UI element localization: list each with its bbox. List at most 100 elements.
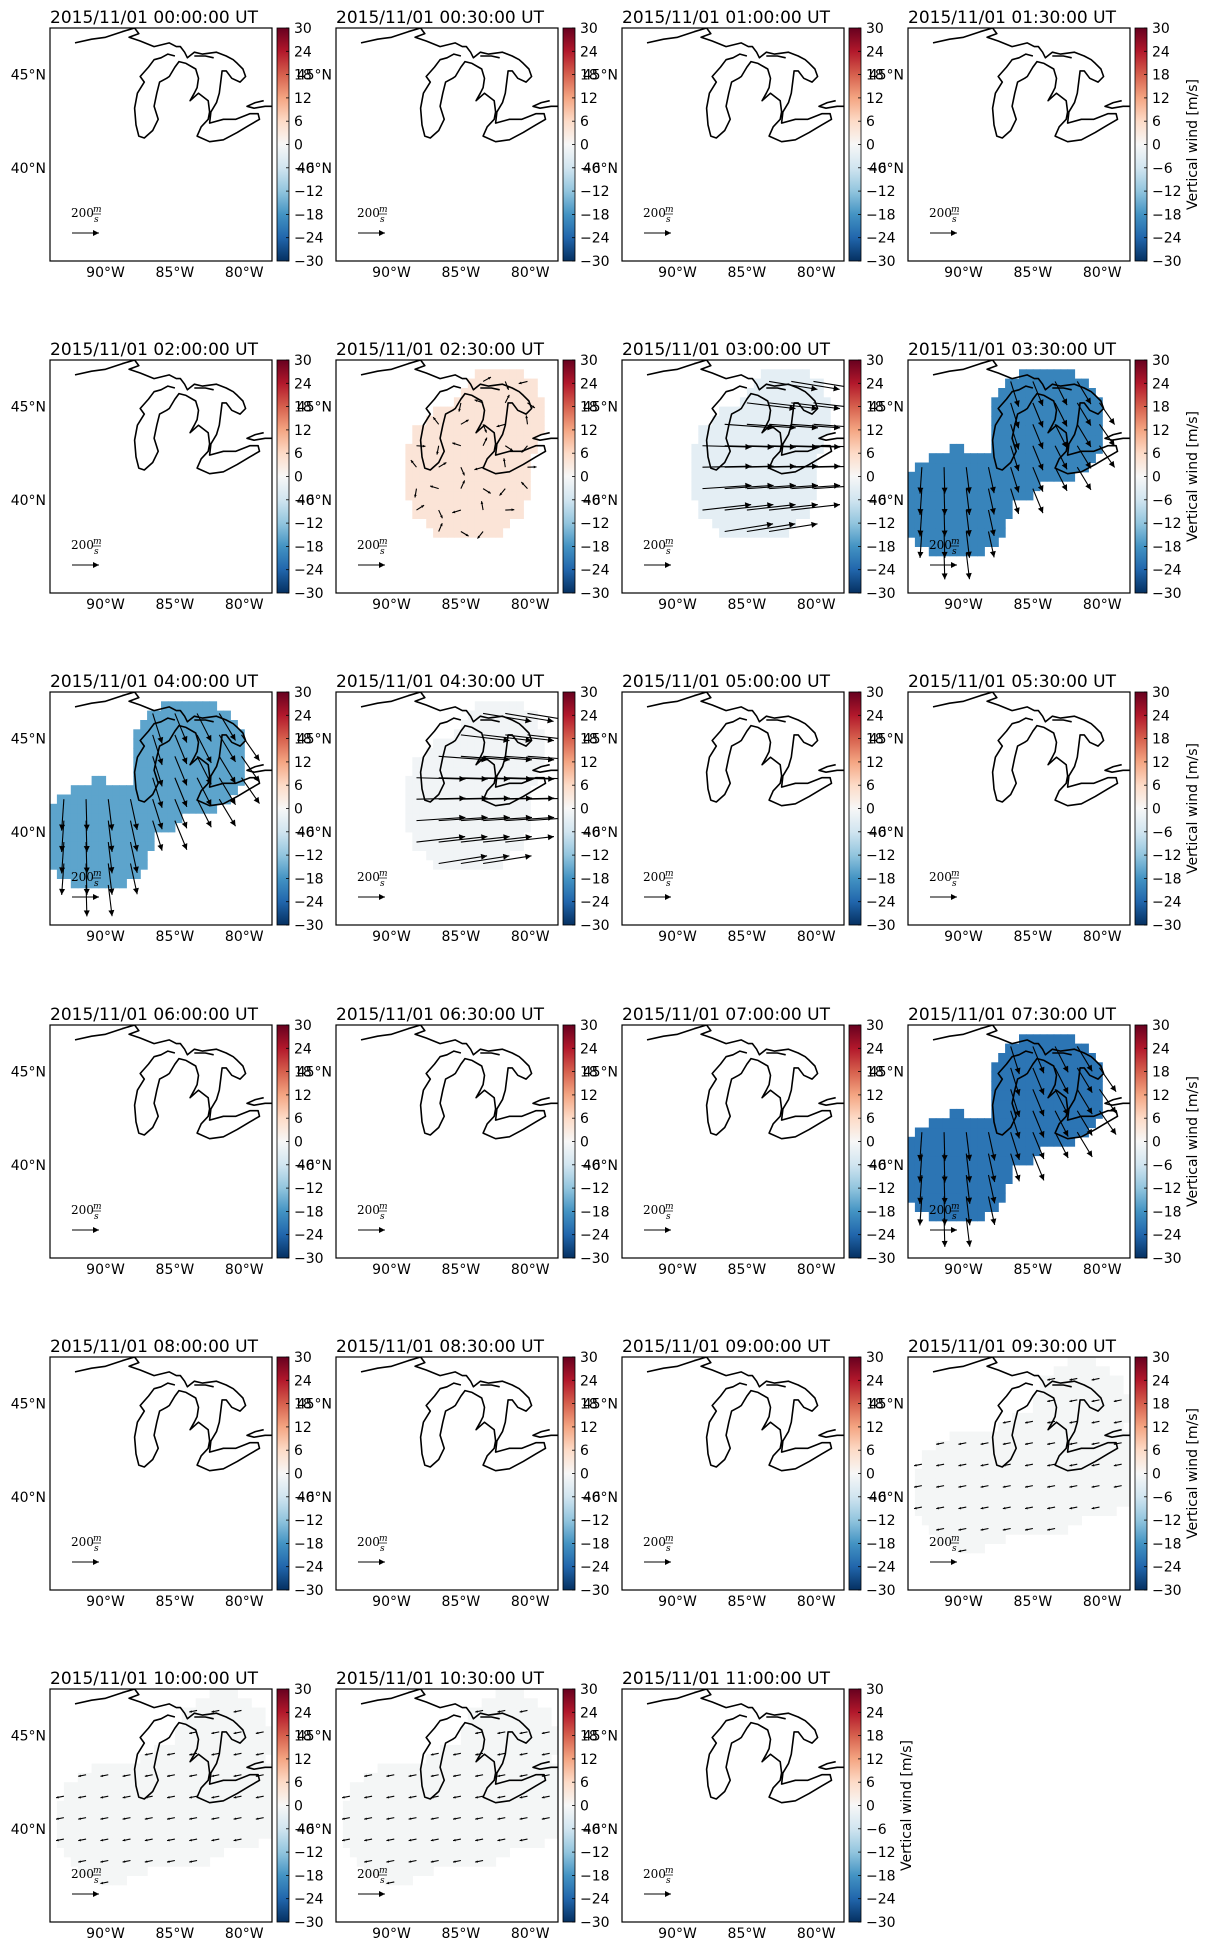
heatmap-cell (84, 1791, 93, 1802)
heatmap-cell (1109, 1450, 1117, 1461)
wind-vector (1024, 1420, 1033, 1424)
heatmap-cell (991, 499, 999, 510)
colorbar-tick-label: 24 (294, 1041, 312, 1057)
heatmap-cell (502, 425, 510, 436)
heatmap-cell (223, 1707, 231, 1718)
heatmap-cell (1088, 415, 1096, 426)
heatmap-cell (433, 1772, 441, 1783)
heatmap-cell (433, 471, 441, 482)
heatmap-cell (433, 1828, 441, 1839)
x-tick-label: 90°W (86, 929, 125, 945)
heatmap-cell (265, 1782, 272, 1793)
heatmap-cell (174, 775, 183, 786)
heatmap-cell (140, 785, 148, 796)
heatmap-cell (956, 481, 965, 492)
heatmap-cell (223, 1744, 231, 1755)
heatmap-cell (963, 1450, 971, 1461)
heatmap-cell (767, 378, 776, 389)
heatmap-cell (712, 518, 720, 529)
heatmap-cell (1005, 1155, 1013, 1166)
heatmap-cell (174, 1782, 183, 1793)
heatmap-cell (1088, 434, 1096, 445)
reference-unit-denominator: s (94, 879, 99, 889)
heatmap-cell (795, 415, 803, 426)
wind-vector (196, 713, 212, 742)
colorbar-tick-label: −18 (1152, 539, 1182, 555)
wind-vector (1076, 1110, 1093, 1136)
wind-vector (525, 415, 529, 425)
heatmap-cell (530, 1791, 538, 1802)
heatmap-cell (1005, 1478, 1013, 1489)
heatmap-cell (914, 1468, 923, 1479)
wind-vector (1113, 1420, 1122, 1424)
wind-vector (78, 1838, 87, 1842)
heatmap-cell (1005, 1174, 1013, 1184)
heatmap-cell (154, 813, 162, 824)
colorbar-tick-label: 18 (294, 732, 312, 748)
heatmap-cell (516, 729, 524, 740)
heatmap-cell (502, 1782, 510, 1793)
heatmap-cell (84, 869, 93, 879)
heatmap-cell (419, 1838, 427, 1848)
colorbar-tick-label: −18 (580, 1868, 610, 1884)
heatmap-cell (739, 434, 748, 445)
heatmap-cell (426, 766, 434, 777)
panel-title: 2015/11/01 06:00:00 UT (50, 1005, 259, 1025)
heatmap-cell (133, 859, 141, 870)
heatmap-cell (502, 1707, 510, 1718)
heatmap-cell (516, 1800, 524, 1811)
heatmap-cell (105, 785, 113, 796)
wind-vector (408, 1859, 417, 1863)
heatmap-cell (809, 406, 817, 417)
heatmap-cell (209, 1726, 218, 1737)
heatmap-cell (530, 710, 538, 721)
reference-unit-numerator: m (379, 1202, 388, 1212)
heatmap-cell (1095, 1366, 1103, 1377)
heatmap-cell (154, 803, 162, 814)
heatmap-cell (509, 1689, 517, 1699)
colorbar-tick-label: −6 (1152, 1490, 1173, 1506)
heatmap-cell (991, 490, 999, 501)
heatmap-cell (719, 527, 727, 538)
heatmap-cell (509, 425, 517, 436)
heatmap-cell (537, 1754, 545, 1765)
heatmap-cell (1046, 1496, 1055, 1507)
heatmap-cell (516, 701, 524, 712)
heatmap-cell (467, 434, 476, 445)
heatmap-cell (119, 822, 127, 833)
heatmap-cell (1081, 1459, 1089, 1470)
wind-vector (189, 1859, 198, 1863)
heatmap-cell (391, 1838, 399, 1848)
heatmap-cell (949, 443, 958, 454)
heatmap-cell (384, 1875, 393, 1886)
heatmap-cell (488, 850, 497, 861)
heatmap-cell (1088, 425, 1096, 436)
heatmap-cell (1046, 1099, 1055, 1110)
heatmap-cell (816, 388, 824, 398)
heatmap-cell (244, 1707, 252, 1718)
colorbar-tick-label: 0 (580, 138, 589, 154)
heatmap-cell (426, 481, 434, 492)
heatmap-cell (523, 1828, 531, 1839)
heatmap-cell (908, 518, 916, 529)
x-tick-label: 90°W (86, 1926, 125, 1939)
colorbar-tick-label: −30 (580, 1915, 610, 1931)
heatmap-cell (767, 527, 776, 538)
heatmap-cell (419, 434, 427, 445)
wind-vector (211, 1731, 220, 1735)
heatmap-cell (460, 1828, 469, 1839)
wind-vector (452, 1817, 461, 1820)
heatmap-cell (509, 720, 517, 730)
heatmap-cell (188, 701, 197, 712)
heatmap-cell (753, 415, 762, 426)
heatmap-cell (949, 453, 958, 464)
heatmap-cell (84, 794, 93, 805)
heatmap-cell (516, 481, 524, 492)
reference-unit-denominator: s (666, 215, 671, 225)
heatmap-cell (112, 1819, 120, 1830)
heatmap-cell (98, 775, 107, 786)
reference-unit-denominator: s (380, 1876, 385, 1886)
colorbar-tick-label: 12 (866, 423, 884, 439)
heatmap-cell (502, 720, 510, 730)
